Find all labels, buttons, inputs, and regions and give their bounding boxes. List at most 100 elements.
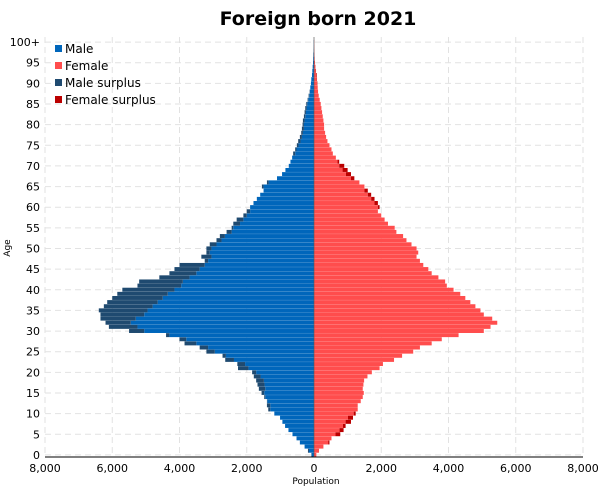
bar-male-surplus <box>100 316 136 321</box>
bar-male <box>270 407 314 412</box>
bar-female <box>314 279 446 284</box>
bar-male <box>309 93 314 98</box>
bar-female <box>314 366 380 371</box>
bar-male <box>196 271 314 276</box>
bar-female <box>314 217 385 222</box>
bar-male <box>137 324 314 329</box>
x-tick-label: 4,000 <box>164 462 196 475</box>
bar-female <box>314 101 321 106</box>
bar-male <box>186 337 314 342</box>
bar-male-surplus <box>256 378 264 383</box>
bar-male-surplus <box>302 122 304 127</box>
bar-female <box>314 295 466 300</box>
bar-female <box>314 345 420 350</box>
bar-female-surplus <box>350 176 355 181</box>
bar-male <box>167 291 314 296</box>
bar-male-surplus <box>112 295 163 300</box>
bar-female <box>314 81 318 86</box>
bar-male-surplus <box>303 114 306 119</box>
bar-male <box>303 126 314 131</box>
bar-male <box>209 250 314 255</box>
bar-male-surplus <box>184 341 197 346</box>
bar-female <box>314 93 319 98</box>
bar-male-surplus <box>299 134 302 139</box>
bar-female <box>314 151 333 156</box>
bar-male-surplus <box>268 407 271 412</box>
y-tick-label: 65 <box>26 181 40 194</box>
y-tick-label: 55 <box>26 222 40 235</box>
bar-male <box>296 147 314 152</box>
bar-male <box>290 159 314 164</box>
bar-male-surplus <box>129 329 145 333</box>
bar-male-surplus <box>238 366 249 371</box>
bar-male-surplus <box>100 312 145 317</box>
bar-male <box>260 192 314 197</box>
bar-male <box>250 205 314 210</box>
bar-male <box>169 333 314 338</box>
bar-male <box>288 428 314 433</box>
bar-male-surplus <box>103 304 153 309</box>
bar-male <box>250 209 314 214</box>
y-tick-label: 30 <box>26 325 40 338</box>
x-axis-label: Population <box>292 477 339 487</box>
bar-male-surplus <box>253 374 261 379</box>
bar-female <box>314 126 325 131</box>
bar-female-surplus <box>347 415 354 420</box>
legend: Male Female Male surplus Female surplus <box>55 42 156 107</box>
bar-female <box>314 362 383 367</box>
bar-female <box>314 73 317 78</box>
bar-male <box>306 106 314 111</box>
bar-female <box>314 60 316 65</box>
bar-male <box>199 267 314 272</box>
bar-female-surplus <box>374 201 378 205</box>
bar-male-surplus <box>307 448 309 453</box>
bar-male <box>162 295 314 300</box>
bar-male <box>292 432 314 437</box>
bar-male <box>311 452 314 457</box>
legend-label-male: Male <box>65 42 93 56</box>
bar-female <box>314 110 323 115</box>
bar-female <box>314 254 417 259</box>
bar-female <box>314 246 417 251</box>
bar-male <box>245 362 314 367</box>
bar-female <box>314 304 476 309</box>
bar-male <box>296 436 314 441</box>
bar-female <box>314 403 358 408</box>
bar-male <box>265 395 314 400</box>
bar-male <box>304 444 314 449</box>
bar-male <box>147 308 314 313</box>
bar-male-surplus <box>307 97 309 102</box>
bar-male-surplus <box>304 110 306 115</box>
bar-female-surplus <box>345 172 351 177</box>
y-tick-label: 95 <box>26 57 40 70</box>
bar-male <box>312 64 314 69</box>
bar-male <box>157 300 314 305</box>
y-tick-label: 75 <box>26 139 40 152</box>
y-tick-label: 45 <box>26 263 40 276</box>
legend-swatch-male <box>55 45 62 52</box>
bar-female <box>314 258 420 263</box>
bar-female <box>314 176 351 181</box>
bar-female-surplus <box>367 192 372 197</box>
bar-female <box>314 291 461 296</box>
bar-male <box>233 225 314 230</box>
bar-female-surplus <box>316 73 317 78</box>
bar-female <box>314 267 429 272</box>
bar-male-surplus <box>266 180 269 185</box>
bar-male <box>152 304 314 309</box>
bar-female <box>314 213 382 218</box>
bar-female <box>314 436 332 441</box>
tick-labels: 8,000 6,000 4,000 2,000 0 2,000 4,000 6,000 8,00… <box>10 36 599 475</box>
legend-label-female-surplus: Female surplus <box>65 93 156 107</box>
bar-female <box>314 172 346 177</box>
bar-male <box>221 238 314 243</box>
bar-male <box>263 378 314 383</box>
bar-female-surplus <box>339 163 345 168</box>
bar-female <box>314 155 336 160</box>
bar-male-surplus <box>216 238 222 243</box>
bar-male <box>174 287 314 292</box>
bar-female <box>314 341 432 346</box>
bar-male <box>300 139 314 144</box>
bar-female <box>314 329 484 333</box>
bar-female <box>314 386 363 391</box>
